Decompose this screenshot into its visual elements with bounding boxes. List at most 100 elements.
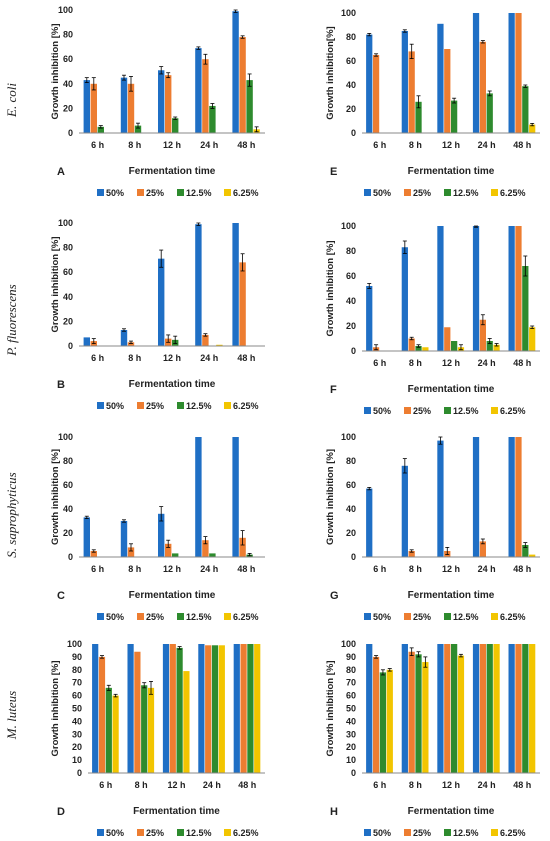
x-axis-title-a: Fermentation time bbox=[129, 166, 216, 177]
bar-g-50pct-2 bbox=[437, 440, 444, 557]
bar-a-25pct-4 bbox=[239, 37, 246, 134]
panel-letter-h: H bbox=[330, 806, 338, 818]
bar-e-12_5pct-2 bbox=[451, 100, 458, 133]
bar-e-12_5pct-3 bbox=[486, 93, 493, 133]
panel-a: 0 20 40 60 80 100 6 h 8 h 12 h 24 h 48 h Growth inh… bbox=[50, 5, 265, 198]
legend-label-d-0: 50% bbox=[106, 828, 124, 838]
legend-label-d-3: 6.25% bbox=[233, 828, 259, 838]
bar-f-25pct-1 bbox=[408, 338, 415, 351]
panel-letter-d: D bbox=[57, 806, 65, 818]
y-tick-label-g-40: 40 bbox=[346, 504, 356, 514]
bar-e-50pct-0 bbox=[366, 34, 373, 133]
y-tick-label-d-50: 50 bbox=[72, 704, 82, 714]
bar-g-50pct-1 bbox=[401, 465, 408, 557]
y-tick-label-a-100: 100 bbox=[58, 5, 73, 15]
bar-a-50pct-4 bbox=[232, 11, 239, 134]
legend-swatch-g-1 bbox=[404, 613, 411, 620]
panel-g: 0 20 40 60 80 100 6 h 8 h 12 h 24 h 48 h Growth inh… bbox=[325, 432, 540, 622]
y-tick-label-g-60: 60 bbox=[346, 480, 356, 490]
bar-h-25pct-3 bbox=[479, 644, 486, 773]
bar-c-12_5pct-3 bbox=[209, 553, 216, 557]
bar-h-6_25pct-4 bbox=[529, 644, 536, 773]
bar-c-12_5pct-2 bbox=[172, 553, 179, 557]
bar-c-50pct-4 bbox=[232, 437, 239, 557]
panel-letter-f: F bbox=[330, 384, 337, 396]
bar-b-50pct-3 bbox=[195, 224, 202, 346]
bar-b-50pct-0 bbox=[83, 337, 90, 346]
x-tick-label-h-3: 24 h bbox=[478, 780, 496, 790]
bar-c-25pct-3 bbox=[202, 540, 209, 557]
bar-h-25pct-1 bbox=[408, 651, 415, 773]
bar-d-25pct-4 bbox=[240, 644, 247, 773]
panel-e: 0 20 40 60 80 100 6 h 8 h 12 h 24 h 48 h Growth inh… bbox=[325, 8, 540, 198]
legend-label-a-0: 50% bbox=[106, 188, 124, 198]
legend-label-b-1: 25% bbox=[146, 401, 164, 411]
bar-f-50pct-4 bbox=[508, 226, 515, 351]
bar-d-50pct-2 bbox=[162, 644, 170, 773]
y-tick-label-h-0: 0 bbox=[351, 768, 356, 778]
y-tick-label-h-60: 60 bbox=[346, 691, 356, 701]
legend-swatch-c-2 bbox=[177, 613, 184, 620]
legend-label-g-0: 50% bbox=[373, 612, 391, 622]
bar-h-25pct-0 bbox=[372, 656, 380, 773]
bar-f-25pct-3 bbox=[479, 319, 486, 351]
bar-g-50pct-3 bbox=[472, 437, 480, 557]
legend-label-c-1: 25% bbox=[146, 612, 164, 622]
bar-a-25pct-2 bbox=[165, 75, 172, 133]
legend-label-b-3: 6.25% bbox=[233, 401, 259, 411]
x-tick-label-f-1: 8 h bbox=[409, 358, 422, 368]
bar-h-50pct-1 bbox=[401, 644, 408, 773]
legend-label-h-3: 6.25% bbox=[500, 828, 526, 838]
y-tick-label-b-100: 100 bbox=[58, 218, 73, 228]
x-tick-label-b-4: 48 h bbox=[237, 353, 255, 363]
legend-swatch-a-1 bbox=[137, 189, 144, 196]
bar-g-25pct-4 bbox=[515, 437, 522, 557]
x-tick-label-c-0: 6 h bbox=[91, 564, 104, 574]
y-tick-label-d-0: 0 bbox=[77, 768, 82, 778]
legend-swatch-g-2 bbox=[444, 613, 451, 620]
bar-h-6_25pct-0 bbox=[386, 669, 393, 773]
bar-h-12_5pct-4 bbox=[522, 644, 529, 773]
x-tick-label-d-3: 24 h bbox=[203, 780, 221, 790]
legend-label-c-3: 6.25% bbox=[233, 612, 259, 622]
y-tick-label-b-0: 0 bbox=[68, 341, 73, 351]
x-tick-label-e-3: 24 h bbox=[478, 140, 496, 150]
y-tick-label-c-80: 80 bbox=[63, 456, 73, 466]
x-tick-label-c-3: 24 h bbox=[200, 564, 218, 574]
row-label-s-saprophyticus: S. saprophyticus bbox=[4, 472, 19, 557]
legend-swatch-h-3 bbox=[491, 829, 498, 836]
y-tick-label-a-0: 0 bbox=[68, 128, 73, 138]
y-tick-label-a-60: 60 bbox=[63, 54, 73, 64]
bar-e-12_5pct-1 bbox=[415, 101, 422, 133]
bar-d-12_5pct-3 bbox=[211, 645, 219, 773]
x-tick-label-a-4: 48 h bbox=[237, 140, 255, 150]
y-tick-label-g-0: 0 bbox=[351, 552, 356, 562]
legend-swatch-d-0 bbox=[97, 829, 104, 836]
legend-swatch-h-2 bbox=[444, 829, 451, 836]
bar-b-25pct-1 bbox=[127, 342, 135, 346]
y-tick-label-g-80: 80 bbox=[346, 456, 356, 466]
legend-swatch-a-3 bbox=[224, 189, 231, 196]
bar-e-25pct-2 bbox=[444, 49, 451, 133]
bar-h-12_5pct-3 bbox=[486, 644, 493, 773]
y-tick-label-e-80: 80 bbox=[346, 32, 356, 42]
x-tick-label-g-2: 12 h bbox=[442, 564, 460, 574]
legend-swatch-f-2 bbox=[444, 407, 451, 414]
bar-c-25pct-0 bbox=[90, 551, 97, 557]
y-tick-label-d-20: 20 bbox=[72, 742, 82, 752]
y-tick-label-e-20: 20 bbox=[346, 104, 356, 114]
bar-a-12_5pct-0 bbox=[97, 126, 104, 133]
bar-e-25pct-0 bbox=[372, 55, 380, 133]
legend-swatch-b-1 bbox=[137, 402, 144, 409]
bar-f-50pct-1 bbox=[401, 247, 408, 351]
bar-a-12_5pct-2 bbox=[172, 118, 179, 133]
legend-swatch-c-3 bbox=[224, 613, 231, 620]
y-tick-label-f-80: 80 bbox=[346, 246, 356, 256]
x-tick-label-b-3: 24 h bbox=[200, 353, 218, 363]
x-tick-label-a-3: 24 h bbox=[200, 140, 218, 150]
bar-e-25pct-1 bbox=[408, 51, 415, 133]
bar-d-12_5pct-1 bbox=[141, 685, 148, 773]
legend-label-a-1: 25% bbox=[146, 188, 164, 198]
y-axis-title-g: Growth inhibition [%] bbox=[325, 449, 336, 545]
x-tick-label-e-0: 6 h bbox=[373, 140, 386, 150]
